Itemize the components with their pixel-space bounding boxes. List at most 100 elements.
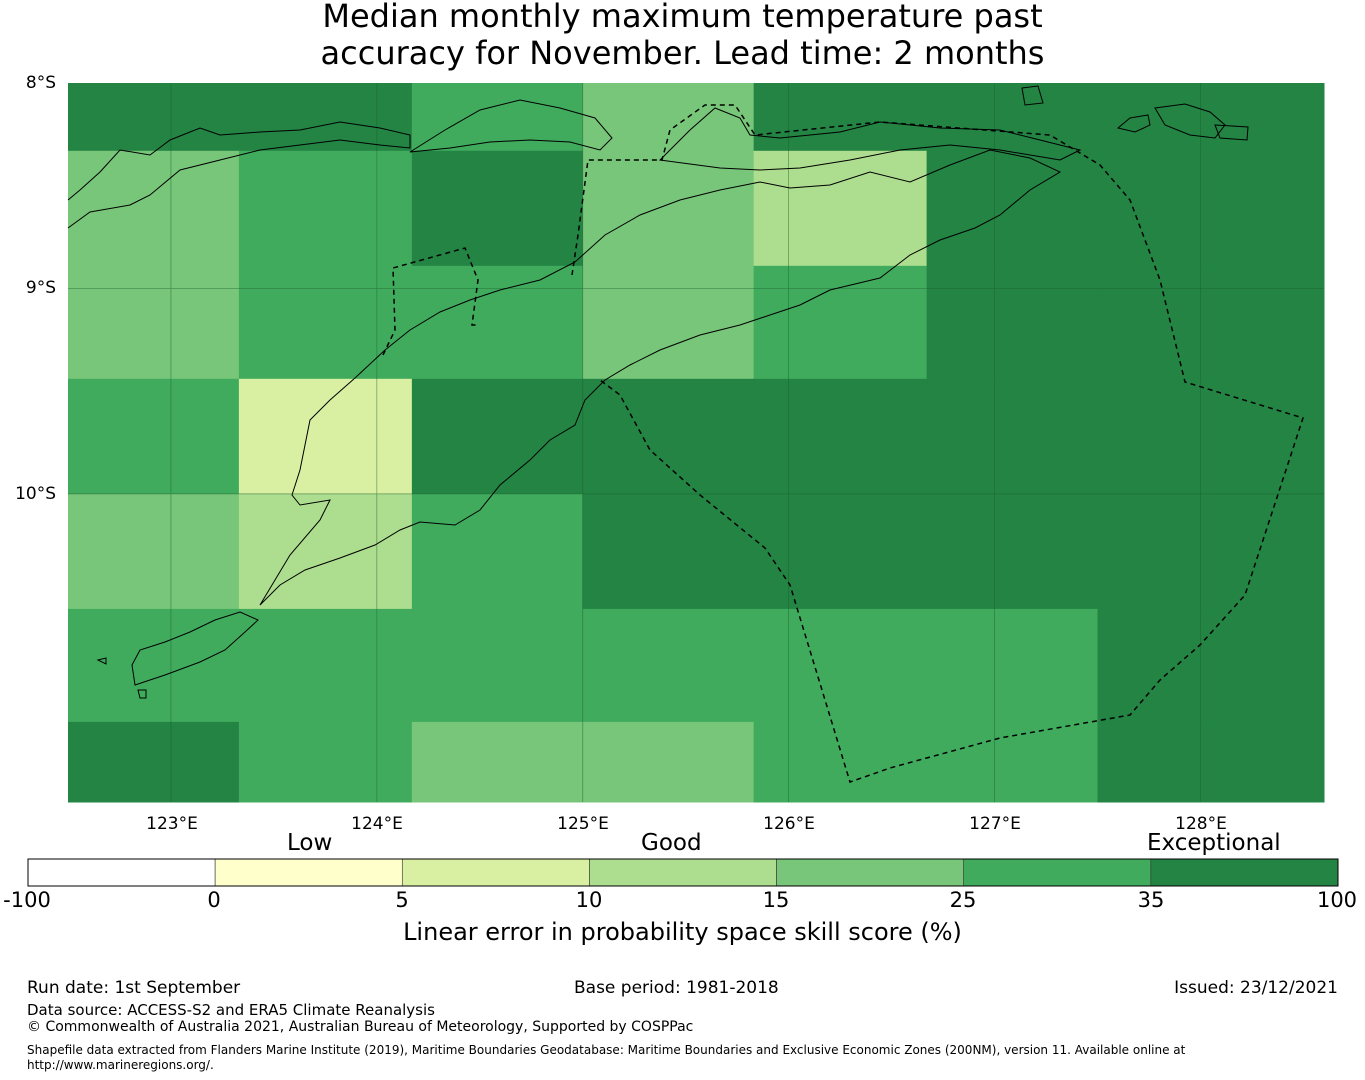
skill-cell bbox=[411, 493, 584, 610]
colorbar-tick: 100 bbox=[1316, 888, 1358, 912]
category-good: Good bbox=[641, 830, 702, 856]
lon-label-126e: 126°E bbox=[763, 814, 815, 834]
small-island-coastline bbox=[96, 657, 107, 665]
small-island-coastline bbox=[1214, 124, 1249, 141]
skill-cell bbox=[238, 493, 413, 610]
colorbar-segment bbox=[1150, 858, 1339, 887]
skill-cell bbox=[582, 83, 755, 152]
skill-cell bbox=[753, 83, 928, 152]
skill-cell bbox=[1097, 378, 1325, 495]
colorbar bbox=[27, 858, 1339, 887]
base-period: Base period: 1981-2018 bbox=[574, 978, 779, 998]
map-title-line-2: accuracy for November. Lead time: 2 mont… bbox=[320, 34, 1045, 72]
skill-cell bbox=[411, 265, 584, 380]
colorbar-segment bbox=[776, 858, 965, 887]
lon-label-128e: 128°E bbox=[1175, 814, 1227, 834]
skill-cell bbox=[411, 83, 584, 152]
timor-leste-eez-boundary bbox=[382, 247, 479, 356]
wetar-coastline bbox=[658, 107, 1082, 171]
colorbar-tick: 35 bbox=[1137, 888, 1165, 912]
skill-cell bbox=[926, 378, 1099, 495]
skill-cell bbox=[1097, 608, 1325, 723]
colorbar-label: Linear error in probability space skill … bbox=[403, 918, 962, 946]
flores-coastline bbox=[67, 121, 411, 229]
small-island-coastline bbox=[1021, 85, 1044, 106]
colorbar-tick: 5 bbox=[395, 888, 409, 912]
graticule bbox=[68, 83, 1324, 802]
skill-cell bbox=[582, 150, 755, 267]
skill-cell bbox=[1097, 150, 1325, 267]
skill-cell bbox=[68, 493, 240, 610]
skill-cell bbox=[926, 83, 1099, 152]
skill-cell bbox=[926, 150, 1099, 267]
skill-cell bbox=[411, 150, 584, 267]
colorbar-segment bbox=[589, 858, 777, 887]
skill-cell bbox=[68, 150, 240, 267]
lon-label-124e: 124°E bbox=[351, 814, 403, 834]
skill-cell bbox=[753, 150, 928, 267]
skill-cell bbox=[68, 721, 240, 803]
colorbar-segment bbox=[963, 858, 1152, 887]
skill-cell bbox=[238, 378, 413, 495]
skill-cell bbox=[1097, 83, 1325, 152]
skill-cell bbox=[1097, 265, 1325, 380]
small-island-coastline bbox=[1154, 103, 1226, 139]
skill-cell bbox=[411, 608, 584, 723]
lon-label-123e: 123°E bbox=[146, 814, 198, 834]
skill-cell bbox=[238, 150, 413, 267]
skill-cell bbox=[753, 721, 928, 803]
eez-boundary bbox=[382, 104, 1304, 783]
timor-leste-eez-boundary bbox=[571, 104, 1304, 783]
skill-cell bbox=[926, 265, 1099, 380]
shapefile-credit: Shapefile data extracted from Flanders M… bbox=[27, 1043, 1186, 1072]
colorbar-border bbox=[27, 858, 1339, 887]
skill-cell bbox=[582, 493, 755, 610]
skill-cell bbox=[926, 493, 1099, 610]
skill-cell bbox=[238, 608, 413, 723]
colorbar-tick: 25 bbox=[949, 888, 977, 912]
skill-cell bbox=[1097, 721, 1325, 803]
skill-grid bbox=[68, 83, 1325, 803]
lon-label-127e: 127°E bbox=[969, 814, 1021, 834]
data-source: Data source: ACCESS-S2 and ERA5 Climate … bbox=[27, 1001, 435, 1019]
lon-label-125e: 125°E bbox=[557, 814, 609, 834]
north-island-coastline bbox=[409, 99, 613, 153]
map-title-line-1: Median monthly maximum temperature past bbox=[322, 0, 1043, 35]
colorbar-tick: 10 bbox=[575, 888, 603, 912]
skill-cell bbox=[68, 378, 240, 495]
skill-cell bbox=[753, 265, 928, 380]
skill-cell bbox=[926, 608, 1099, 723]
copyright: © Commonwealth of Australia 2021, Austra… bbox=[27, 1019, 694, 1035]
skill-cell bbox=[68, 608, 240, 723]
colorbar-tick: -100 bbox=[3, 888, 51, 912]
small-island-coastline bbox=[137, 689, 147, 699]
category-exceptional: Exceptional bbox=[1147, 830, 1281, 856]
skill-cell bbox=[753, 493, 928, 610]
colorbar-tick: 0 bbox=[207, 888, 221, 912]
skill-cell bbox=[926, 721, 1099, 803]
colorbar-segment bbox=[401, 858, 590, 887]
timor-coastline bbox=[259, 149, 1062, 606]
skill-cell bbox=[582, 265, 755, 380]
skill-cell bbox=[68, 265, 240, 380]
issued-date: Issued: 23/12/2021 bbox=[1174, 978, 1338, 998]
category-low: Low bbox=[287, 830, 333, 856]
lat-label-9s: 9°S bbox=[25, 278, 56, 298]
colorbar-segment bbox=[27, 858, 216, 887]
run-date: Run date: 1st September bbox=[27, 978, 241, 998]
rote-coastline bbox=[131, 611, 259, 686]
skill-cell bbox=[411, 721, 584, 803]
small-island-coastline bbox=[1116, 114, 1151, 133]
skill-cell bbox=[68, 83, 240, 152]
skill-cell bbox=[238, 721, 413, 803]
lat-label-10s: 10°S bbox=[15, 484, 56, 504]
skill-cell bbox=[582, 721, 755, 803]
lat-label-8s: 8°S bbox=[25, 73, 56, 93]
coastlines bbox=[67, 85, 1249, 699]
skill-cell bbox=[238, 83, 413, 152]
skill-score-map bbox=[67, 83, 1325, 803]
skill-cell bbox=[753, 608, 928, 723]
skill-cell bbox=[753, 378, 928, 495]
colorbar-segment bbox=[214, 858, 403, 887]
skill-cell bbox=[411, 378, 584, 495]
